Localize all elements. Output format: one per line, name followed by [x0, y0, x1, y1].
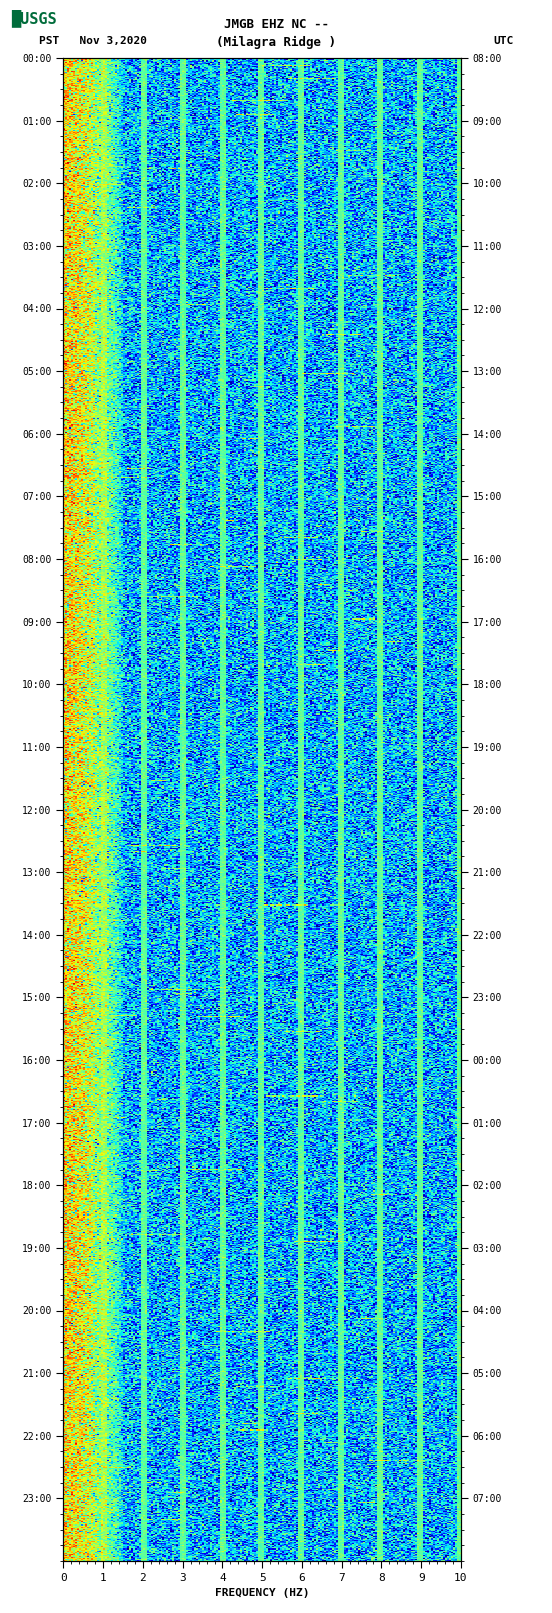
Text: PST   Nov 3,2020: PST Nov 3,2020: [39, 35, 147, 47]
Text: UTC: UTC: [493, 35, 513, 47]
X-axis label: FREQUENCY (HZ): FREQUENCY (HZ): [215, 1589, 310, 1598]
Text: (Milagra Ridge ): (Milagra Ridge ): [216, 35, 336, 48]
Text: JMGB EHZ NC --: JMGB EHZ NC --: [224, 18, 328, 31]
Text: █USGS: █USGS: [11, 10, 57, 27]
